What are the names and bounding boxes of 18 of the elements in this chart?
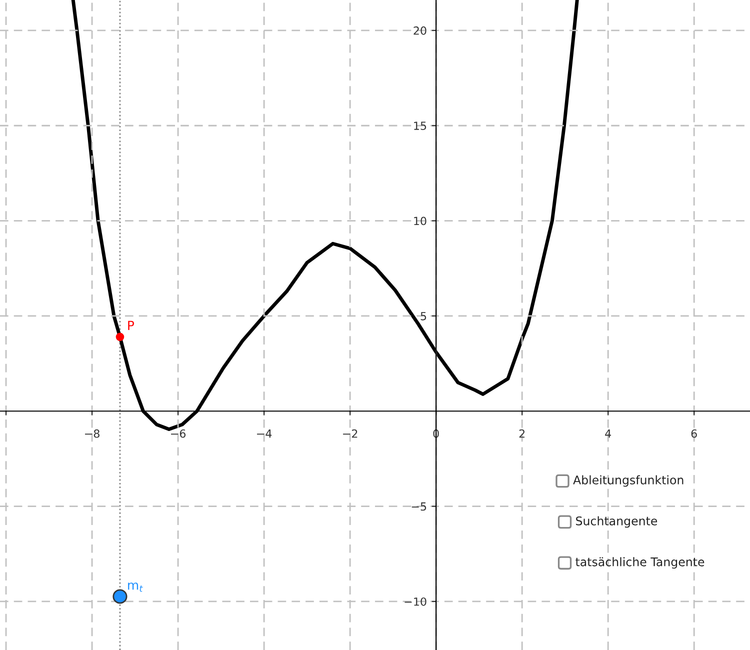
y-tick-label: −5: [412, 502, 426, 511]
y-tick-label: 10: [414, 216, 426, 226]
x-tick-label: −2: [343, 429, 358, 438]
annotation: tatsächliche Tangente: [576, 557, 704, 569]
x-tick-label: −4: [257, 430, 272, 438]
series-label: m$_{t}$: [128, 582, 143, 592]
x-tick-label: −8: [85, 429, 100, 438]
x-tick-label: 4: [605, 430, 611, 438]
x-tick-label: 6: [691, 429, 697, 438]
y-tick-label: 5: [420, 312, 426, 320]
annotation: Suchtangente: [576, 516, 658, 528]
x-tick-label: 2: [519, 429, 524, 438]
y-tick-label: 20: [414, 26, 426, 35]
y-tick-label: 15: [414, 122, 426, 130]
x-tick-label: −6: [171, 429, 186, 438]
annotation: Ableitungsfunktion: [573, 475, 684, 487]
y-tick-label: −10: [404, 597, 426, 606]
series-label: P: [128, 320, 134, 330]
